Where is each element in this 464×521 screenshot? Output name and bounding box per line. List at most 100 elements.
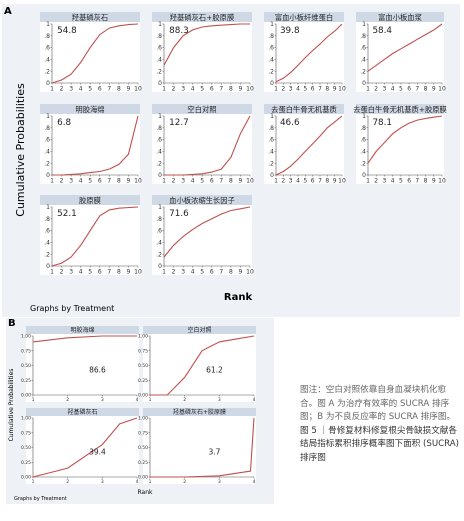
x-tick-label: 5 [200,178,204,185]
x-tick-label: 3 [69,86,73,93]
subplot-body [40,22,140,92]
panel-b-footer: Graphs by Treatment [14,496,67,502]
x-tick-label: 8 [229,269,233,276]
y-tick-label: .4 [268,57,274,64]
x-tick-label: 6 [98,178,102,185]
x-tick-label: 4 [191,269,195,276]
x-tick-label: 8 [325,178,329,185]
series-line [275,115,343,176]
x-tick-label: 4 [391,178,395,185]
x-tick-label: 7 [318,86,322,93]
x-tick-label: 3 [218,479,221,485]
subplot-title: 羟基磷灰石+胶原膜 [173,408,226,416]
sucra-value: 86.6 [89,366,106,375]
y-tick-label: .8 [156,125,162,132]
x-tick-label: 2 [172,178,176,185]
caption-title: 图 5 ｜骨修复材料修复根尖骨缺损文献各结局指标累积排序概率图下面积 (SUCR… [300,425,459,463]
y-tick-label: .2 [44,68,50,75]
series-line [163,23,250,66]
subplot-body [152,22,252,92]
x-tick-label: 7 [107,269,111,276]
x-tick-label: 3 [69,178,73,185]
x-tick-label: 4 [253,397,256,403]
x-tick-label: 7 [219,86,223,93]
panel-a-ylabel: Cumulative Probabilities [14,83,27,217]
series-line [32,417,138,478]
y-tick-label: 0.75 [138,348,148,354]
x-tick-label: 9 [127,269,131,276]
subplot: 羟基磷灰石 0.00 0.25 0.50 0.75 1.00 1 2 3 4 39.4 [21,408,139,485]
x-tick-label: 5 [200,86,204,93]
y-tick-label: .4 [360,149,366,156]
series-line [150,417,255,478]
y-tick-label: 1 [158,21,162,28]
y-tick-label: .8 [44,125,50,132]
subplot-title: 明胶海绵 [70,326,94,334]
y-tick-label: .8 [268,33,274,40]
subplot-title: 空白对照 [187,105,216,114]
y-tick-label: 1 [362,21,366,28]
y-tick-label: .4 [44,57,50,64]
y-tick-label: 1 [362,113,366,120]
subplot-body [143,416,256,484]
sucra-value: 52.1 [57,209,77,219]
x-tick-label: 6 [98,269,102,276]
x-tick-label: 7 [219,269,223,276]
x-tick-label: 6 [407,178,411,185]
y-tick-label: .4 [156,149,162,156]
subplot-title: 富血小板纤维蛋白 [275,13,333,22]
panel-a-label: A [4,6,12,17]
subplot: 空白对照 0.00 0.25 0.50 0.75 1.00 1 2 3 4 61.2 [138,326,256,403]
y-tick-label: .6 [156,45,162,52]
x-tick-label: 3 [101,397,104,403]
y-tick-label: .4 [44,149,50,156]
y-tick-label: .6 [268,45,274,52]
x-tick-label: 8 [424,86,428,93]
y-tick-label: .2 [156,251,162,258]
x-tick-label: 3 [383,178,387,185]
y-tick-label: .6 [268,137,274,144]
x-tick-label: 5 [88,86,92,93]
x-tick-label: 1 [32,397,35,403]
x-tick-label: 4 [296,86,300,93]
x-tick-label: 3 [289,178,293,185]
y-tick-label: .4 [44,240,50,247]
y-tick-label: 0.50 [138,363,148,369]
y-tick-label: 1 [46,113,50,120]
subplot-header [26,408,139,416]
y-tick-label: .6 [360,137,366,144]
y-tick-label: 0.75 [21,348,31,354]
x-tick-label: 8 [117,269,121,276]
y-tick-label: .8 [360,33,366,40]
x-tick-label: 2 [172,269,176,276]
y-tick-label: 0.00 [138,393,148,399]
y-tick-label: .8 [44,216,50,223]
x-tick-label: 3 [181,269,185,276]
y-tick-label: 0.00 [138,475,148,481]
subplot-header [264,104,344,114]
subplot-body [40,205,140,275]
x-tick-label: 10 [338,86,346,93]
x-tick-label: 9 [333,86,337,93]
sucra-value: 54.8 [57,26,77,36]
x-tick-label: 1 [162,269,166,276]
x-tick-label: 1 [366,86,370,93]
panel-b-xlabel: Rank [138,489,154,496]
x-tick-label: 1 [50,269,54,276]
y-tick-label: 1 [158,204,162,211]
y-tick-label: 0.25 [138,378,148,384]
y-tick-label: 1 [270,21,274,28]
subplot-header [40,12,140,22]
x-tick-label: 1 [50,86,54,93]
y-tick-label: .2 [268,160,274,167]
x-tick-label: 8 [229,178,233,185]
sucra-value: 61.2 [206,366,223,375]
y-tick-label: .4 [156,57,162,64]
